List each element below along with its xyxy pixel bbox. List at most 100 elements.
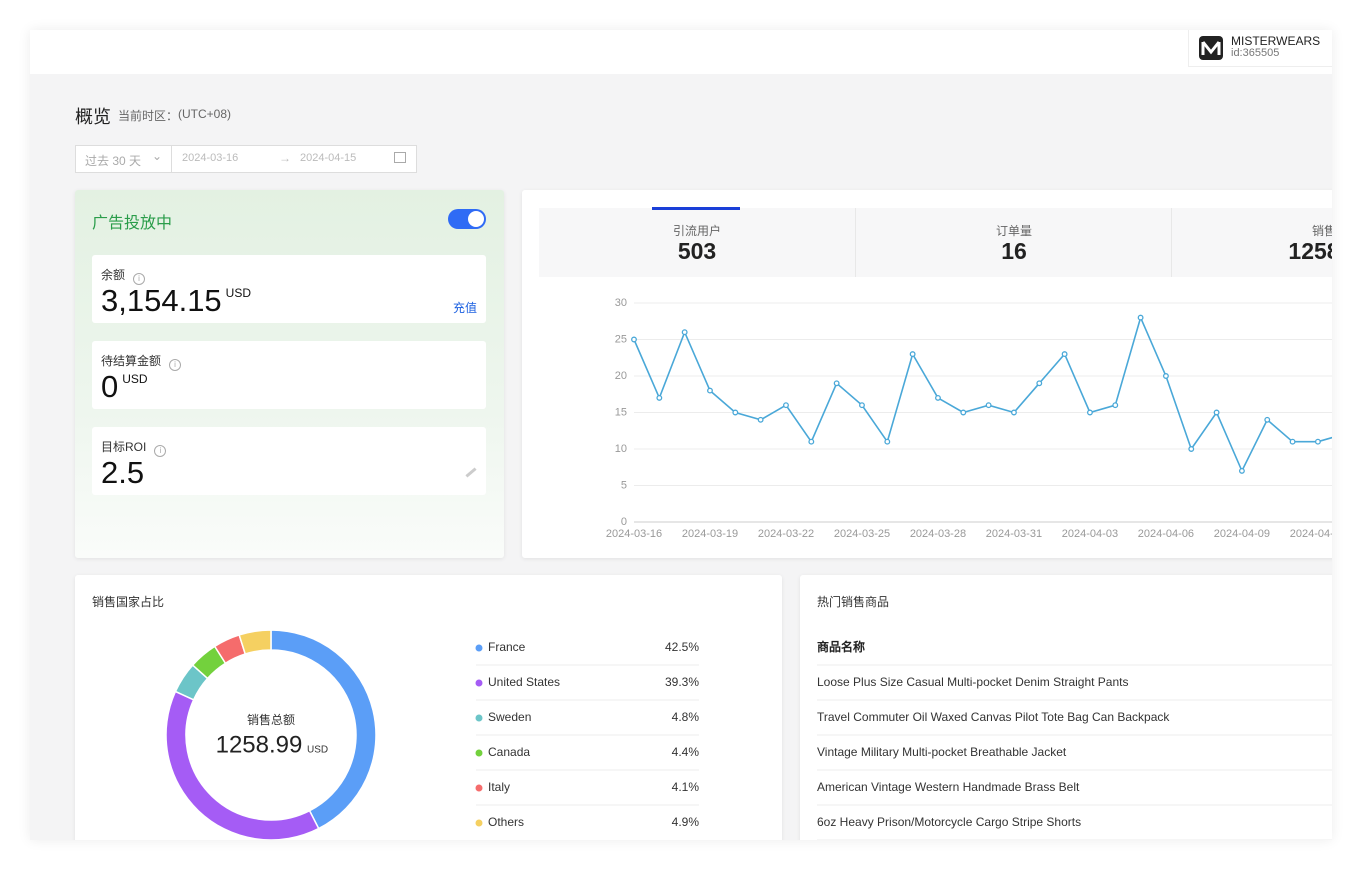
center-label: 销售总额 xyxy=(247,712,295,727)
brand-name: MISTERWEARS xyxy=(1231,34,1321,48)
preset-select[interactable]: 过去 30 天 ⌄ xyxy=(75,145,172,173)
donut-slice xyxy=(270,629,377,830)
product-name: American Vintage Western Handmade Brass … xyxy=(817,780,1080,794)
point xyxy=(707,387,713,394)
metric-label: 销售额 xyxy=(1311,224,1332,238)
top-bar xyxy=(30,30,1332,74)
balance-value: 3,154.15 xyxy=(101,283,222,318)
recharge-link[interactable]: 充值 xyxy=(452,301,477,315)
ad-status-title: 广告投放中 xyxy=(92,215,173,232)
legend-dot xyxy=(475,679,483,687)
line xyxy=(633,315,1332,473)
preset-text: 过去 30 天 xyxy=(85,154,142,168)
product-name: Travel Commuter Oil Waxed Canvas Pilot T… xyxy=(817,710,1170,724)
y-tick-label: 0 xyxy=(621,516,627,528)
roi-label: 目标ROI xyxy=(101,440,147,454)
x-tick-label: 2024-03-31 xyxy=(986,528,1042,540)
point xyxy=(681,329,688,336)
point xyxy=(656,394,663,401)
range-arrow: → xyxy=(279,151,291,165)
point xyxy=(1086,409,1093,416)
info-icon[interactable]: i xyxy=(154,445,167,457)
info-icon[interactable]: i xyxy=(169,359,182,371)
roi-row: 2.5 xyxy=(101,455,144,491)
product-name: Vintage Military Multi-pocket Breathable… xyxy=(817,745,1067,759)
balance-box: 余额 i 3,154.15 USD 充值 xyxy=(92,255,486,323)
legend-dot xyxy=(475,714,483,722)
legend-dot xyxy=(475,819,483,827)
pending-label: 待结算金额 xyxy=(101,354,162,368)
ad-card: 广告投放中 余额 i 3,154.15 USD 充值 待结算金额 i 0 USD 目标R… xyxy=(75,190,504,558)
balance-label-row: 余额 i xyxy=(101,266,146,285)
x-tick-label: 2024-03-25 xyxy=(834,528,890,540)
point xyxy=(757,416,764,423)
x-tick-label: 2024-04-06 xyxy=(1138,528,1194,540)
legend-value: 4.9% xyxy=(672,815,700,829)
point xyxy=(1188,446,1195,452)
products-card xyxy=(800,575,1332,840)
legend-value: 4.8% xyxy=(672,710,700,724)
point xyxy=(833,380,840,387)
product-name: 6oz Heavy Prison/Motorcycle Cargo Stripe… xyxy=(817,815,1081,829)
legend-label: Sweden xyxy=(488,710,531,724)
legend-dot xyxy=(475,644,483,652)
pending-row: 0 USD xyxy=(101,369,148,405)
center-unit: USD xyxy=(307,745,328,756)
date-range[interactable]: 2024-03-16 → 2024-04-15 xyxy=(171,145,417,173)
chart-title: 销售国家占比 xyxy=(92,594,164,609)
x-tick-label: 2024-03-16 xyxy=(606,528,662,540)
metric-label: 订单量 xyxy=(995,224,1032,238)
charts-layer: 0 5 10 15 20 25 30 2024-03-16 2024-03-19 2024-03-… xyxy=(92,297,1332,840)
legend-dot xyxy=(475,749,483,757)
point xyxy=(884,438,891,445)
account-box[interactable]: MISTERWEARS id:365505 xyxy=(1188,30,1332,67)
app-panel: MISTERWEARS id:365505 概览 当前时区： (UTC+08) … xyxy=(30,30,1332,840)
pending-value: 0 xyxy=(101,369,119,404)
donut-slice xyxy=(238,629,272,655)
point xyxy=(960,409,967,416)
y-tick-label: 30 xyxy=(615,297,627,309)
point xyxy=(1238,467,1245,474)
ad-toggle[interactable] xyxy=(448,209,486,229)
x-tick-label: 2024-03-28 xyxy=(910,528,966,540)
active-indicator xyxy=(652,207,740,210)
metric-tab[interactable]: 引流用户 503 xyxy=(539,207,855,277)
x-tick-label: 2024-04-09 xyxy=(1214,528,1270,540)
end-date: 2024-04-15 xyxy=(300,152,357,164)
balance-unit: USD xyxy=(225,286,252,300)
metric-label: 引流用户 xyxy=(672,224,721,238)
balance-row: 3,154.15 USD xyxy=(101,283,251,319)
y-tick-label: 10 xyxy=(615,443,627,455)
metric-value: 1258.99 xyxy=(1288,238,1332,264)
metric-tab[interactable]: 销售额1258.99 xyxy=(1171,208,1332,277)
point xyxy=(1162,373,1169,379)
point xyxy=(859,402,865,409)
center-value: 1258.99 xyxy=(216,731,303,758)
roi-value: 2.5 xyxy=(101,455,145,490)
point xyxy=(1264,416,1271,423)
legend-dot xyxy=(475,784,483,792)
metric-tab[interactable]: 订单量 16 xyxy=(855,208,1172,277)
timezone: (UTC+08) xyxy=(178,107,232,121)
legend-value: 39.3% xyxy=(665,675,699,689)
legend-label: United States xyxy=(488,675,560,689)
roi-label-row: 目标ROI i xyxy=(101,438,167,457)
brand-logo xyxy=(1199,36,1223,60)
x-tick-label: 2024-03-19 xyxy=(682,528,738,540)
legend-label: Canada xyxy=(488,745,530,759)
legend-value: 42.5% xyxy=(665,640,699,654)
legend-value: 4.1% xyxy=(672,780,700,794)
toggle-knob xyxy=(468,211,484,227)
products-title: 热门销售商品 xyxy=(817,594,889,609)
account-id: id:365505 xyxy=(1231,47,1280,59)
point xyxy=(1112,402,1119,409)
legend-label: Others xyxy=(488,815,524,829)
products-header: 商品名称 xyxy=(817,639,865,654)
point xyxy=(1289,438,1296,445)
x-tick-label: 2024-04-03 xyxy=(1062,528,1118,540)
pending-label-row: 待结算金额 i xyxy=(101,352,182,371)
calendar-icon xyxy=(394,152,406,163)
info-icon[interactable]: i xyxy=(133,273,146,285)
roi-box: 目标ROI i 2.5 xyxy=(92,427,486,495)
legend-value: 4.4% xyxy=(672,745,700,759)
